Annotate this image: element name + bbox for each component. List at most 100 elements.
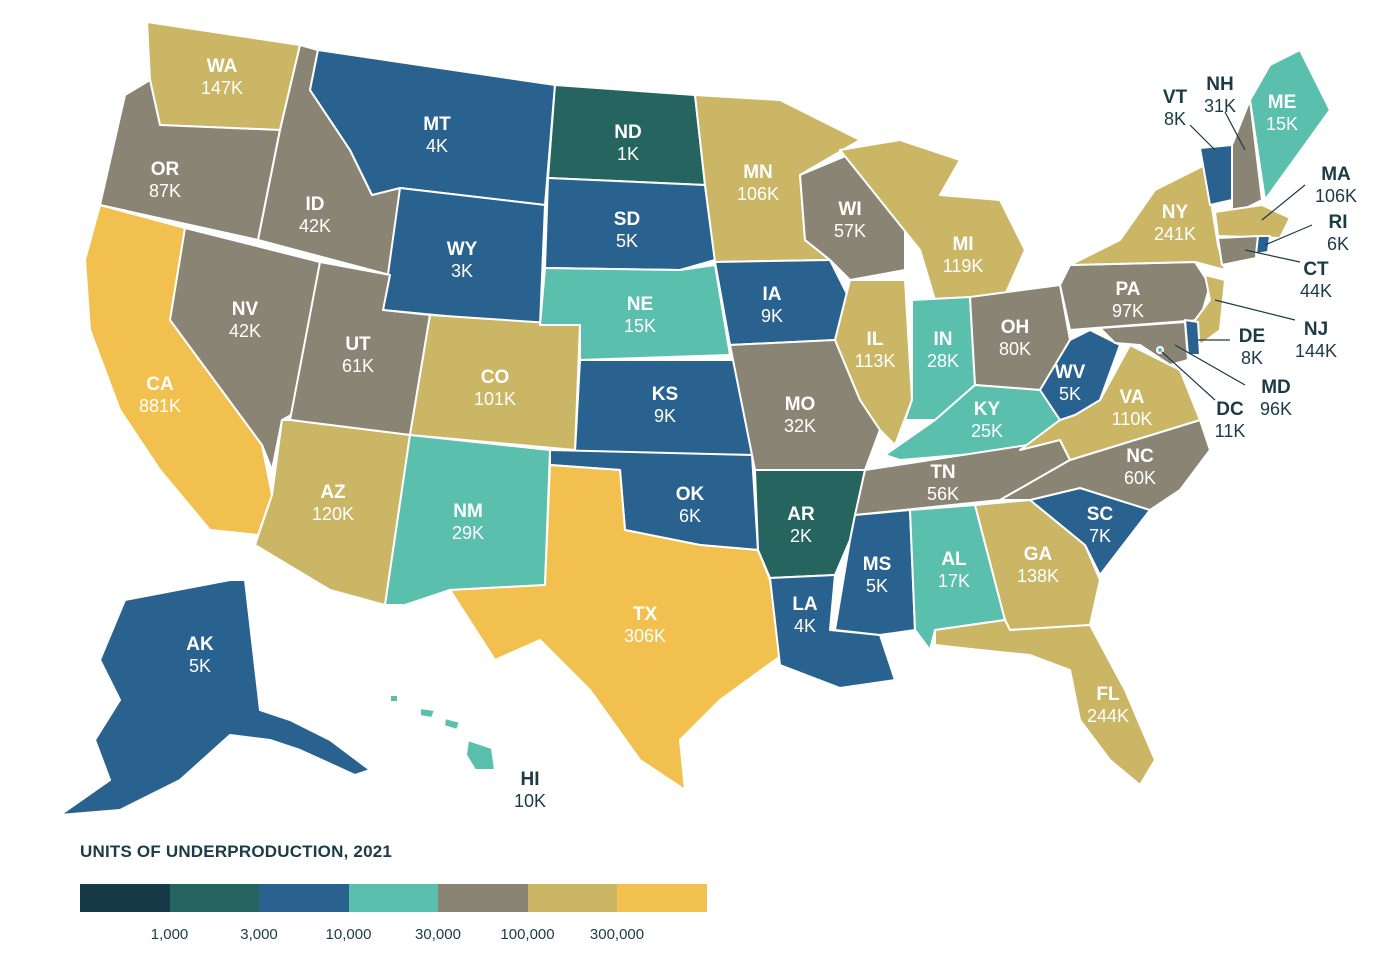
state-label-or: OR <box>151 159 180 180</box>
state-TX[interactable] <box>449 464 783 791</box>
state-value-vt: 8K <box>1164 109 1186 129</box>
state-label-ok: OK <box>676 484 705 505</box>
state-label-in: IN <box>934 329 953 350</box>
state-value-ga: 138K <box>1017 566 1059 586</box>
state-value-wa: 147K <box>201 78 243 98</box>
legend-swatch-1 <box>169 884 259 912</box>
state-NY[interactable] <box>1069 164 1226 271</box>
state-IL[interactable] <box>834 279 913 446</box>
state-AK[interactable] <box>59 579 371 816</box>
state-label-ks: KS <box>652 384 678 405</box>
state-label-dc: DC <box>1216 399 1244 420</box>
state-label-vt: VT <box>1163 87 1188 108</box>
legend-swatch-2 <box>259 884 349 912</box>
state-NE[interactable] <box>539 264 731 361</box>
state-value-me: 15K <box>1266 114 1298 134</box>
state-label-mi: MI <box>952 234 973 255</box>
legend-swatch-3 <box>348 884 438 912</box>
state-FL[interactable] <box>934 619 1156 786</box>
leader-dc <box>1161 351 1216 401</box>
state-value-al: 17K <box>938 571 970 591</box>
state-value-or: 87K <box>149 181 181 201</box>
state-value-wy: 3K <box>451 261 473 281</box>
state-value-pa: 97K <box>1112 301 1144 321</box>
state-label-nj: NJ <box>1304 319 1328 340</box>
state-value-ms: 5K <box>866 576 888 596</box>
state-label-co: CO <box>481 367 510 388</box>
state-value-tn: 56K <box>927 484 959 504</box>
state-value-nm: 29K <box>452 523 484 543</box>
state-MI[interactable] <box>839 139 1026 301</box>
leader-ma <box>1261 184 1306 221</box>
state-label-ms: MS <box>863 554 892 575</box>
state-NH[interactable] <box>1231 99 1263 216</box>
state-label-wv: WV <box>1055 362 1086 383</box>
state-value-ks: 9K <box>654 406 676 426</box>
state-label-ct: CT <box>1303 259 1329 280</box>
state-LA[interactable] <box>769 574 896 689</box>
legend-tick-2: 10,000 <box>325 926 372 943</box>
state-value-md: 96K <box>1260 399 1292 419</box>
state-label-al: AL <box>941 549 967 570</box>
state-value-ok: 6K <box>679 506 701 526</box>
state-ME[interactable] <box>1249 49 1331 201</box>
state-MA[interactable] <box>1214 204 1291 239</box>
state-value-ut: 61K <box>342 356 374 376</box>
state-value-mt: 4K <box>426 136 448 156</box>
state-value-sc: 7K <box>1089 526 1111 546</box>
legend-tick-0: 1,000 <box>150 926 189 943</box>
state-value-ar: 2K <box>790 526 812 546</box>
state-label-tx: TX <box>633 604 658 625</box>
state-label-ut: UT <box>345 334 371 355</box>
leader-md <box>1174 344 1246 386</box>
state-value-ca: 881K <box>139 396 181 416</box>
state-value-ct: 44K <box>1300 281 1332 301</box>
state-label-id: ID <box>306 194 325 215</box>
state-value-ak: 5K <box>189 656 211 676</box>
state-value-la: 4K <box>794 616 816 636</box>
state-value-sd: 5K <box>616 231 638 251</box>
state-value-mo: 32K <box>784 416 816 436</box>
state-WV[interactable] <box>1039 329 1121 421</box>
state-value-mi: 119K <box>943 256 984 276</box>
state-RI[interactable] <box>1255 235 1271 255</box>
state-label-mo: MO <box>785 394 816 415</box>
state-value-va: 110K <box>1112 409 1153 429</box>
state-label-ak: AK <box>186 634 214 655</box>
state-value-tx: 306K <box>624 626 666 646</box>
state-label-ma: MA <box>1321 164 1351 185</box>
state-label-hi: HI <box>521 769 540 790</box>
state-value-nc: 60K <box>1124 468 1156 488</box>
state-label-nv: NV <box>232 299 259 320</box>
state-IA[interactable] <box>714 259 851 346</box>
state-label-az: AZ <box>320 482 346 503</box>
state-label-ri: RI <box>1329 212 1348 233</box>
state-MD[interactable] <box>1099 321 1189 366</box>
state-HI[interactable] <box>389 694 496 771</box>
state-value-il: 113K <box>855 351 896 371</box>
state-CT[interactable] <box>1217 235 1259 266</box>
state-label-fl: FL <box>1096 684 1120 705</box>
state-labels: WA147KOR87KCA881KID42KNV42KMT4KWY3KUT61K… <box>139 56 1357 811</box>
state-DC[interactable] <box>1156 346 1164 354</box>
state-value-in: 28K <box>927 351 959 371</box>
state-label-nm: NM <box>453 501 483 522</box>
leader-nh <box>1224 111 1246 151</box>
state-value-ne: 15K <box>624 316 656 336</box>
state-label-ga: GA <box>1024 544 1053 565</box>
state-value-az: 120K <box>312 504 354 524</box>
state-value-id: 42K <box>299 216 331 236</box>
state-value-ny: 241K <box>1154 224 1196 244</box>
state-value-dc: 11K <box>1215 421 1246 441</box>
state-label-ne: NE <box>627 294 653 315</box>
state-value-ma: 106K <box>1315 186 1357 206</box>
state-label-wa: WA <box>207 56 238 77</box>
leader-nj <box>1214 299 1296 321</box>
state-value-ri: 6K <box>1327 234 1349 254</box>
state-label-pa: PA <box>1116 279 1141 300</box>
state-label-mt: MT <box>423 114 451 135</box>
state-value-fl: 244K <box>1087 706 1129 726</box>
legend-swatch-5 <box>527 884 617 912</box>
state-SD[interactable] <box>544 177 716 271</box>
legend-swatch-4 <box>438 884 528 912</box>
